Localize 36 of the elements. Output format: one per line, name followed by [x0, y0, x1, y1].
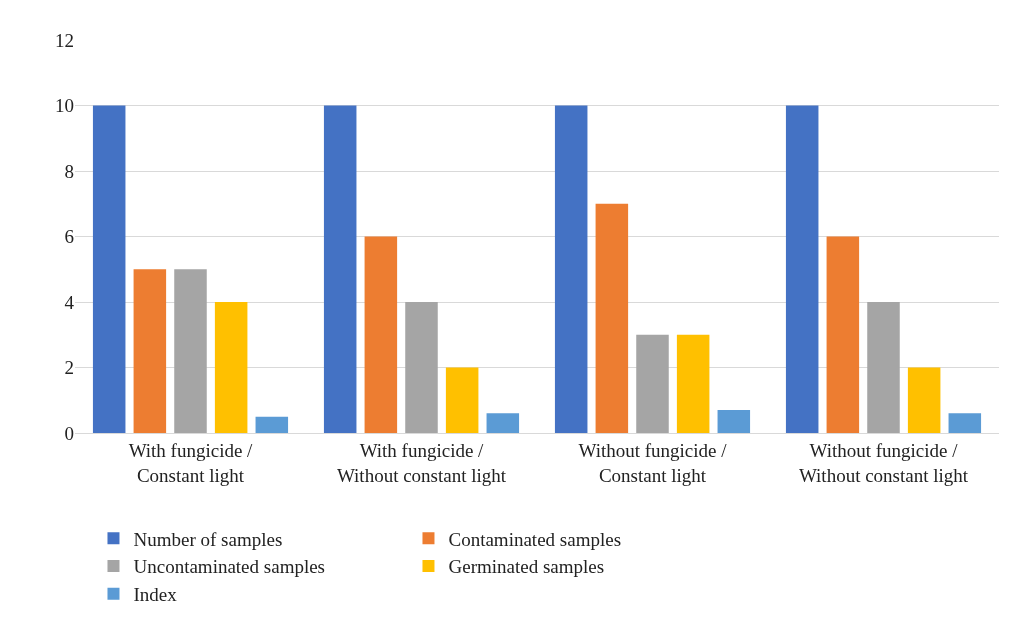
bar — [405, 302, 438, 433]
bar — [636, 334, 669, 433]
legend-label: Contaminated samples — [448, 528, 622, 550]
x-tick-label: With fungicide / Constant light — [128, 439, 254, 486]
x-tick-label: Without fungicide / Without constant light — [798, 439, 969, 486]
bar — [717, 410, 751, 433]
bar — [826, 236, 860, 433]
y-tick-label: 12 — [55, 29, 74, 51]
bar — [364, 236, 398, 433]
bar — [133, 269, 167, 433]
legend-label: Number of samples — [133, 528, 283, 550]
legend-label: Germinated samples — [448, 556, 605, 578]
y-tick-label: 10 — [55, 95, 74, 117]
bar — [323, 105, 357, 433]
bar — [595, 203, 629, 433]
bar — [948, 413, 982, 433]
y-tick-label: 6 — [64, 226, 74, 248]
bar — [255, 416, 289, 433]
bar — [785, 105, 819, 433]
x-tick-label: With fungicide / Without constant light — [336, 439, 507, 486]
legend-label: Uncontaminated samples — [133, 556, 326, 578]
y-tick-label: 2 — [64, 357, 74, 379]
bar — [174, 269, 207, 433]
bar — [214, 302, 248, 433]
y-tick-label: 8 — [64, 160, 74, 182]
bar — [92, 105, 126, 433]
bar — [867, 302, 900, 433]
y-tick-label: 4 — [64, 291, 75, 313]
legend-label: Index — [133, 584, 178, 606]
bar — [554, 105, 588, 433]
bar — [445, 367, 479, 433]
x-tick-label: Without fungicide / Constant light — [578, 439, 728, 486]
bar — [486, 413, 520, 433]
bar — [676, 334, 710, 433]
y-tick-label: 0 — [64, 422, 74, 444]
bar — [907, 367, 941, 433]
